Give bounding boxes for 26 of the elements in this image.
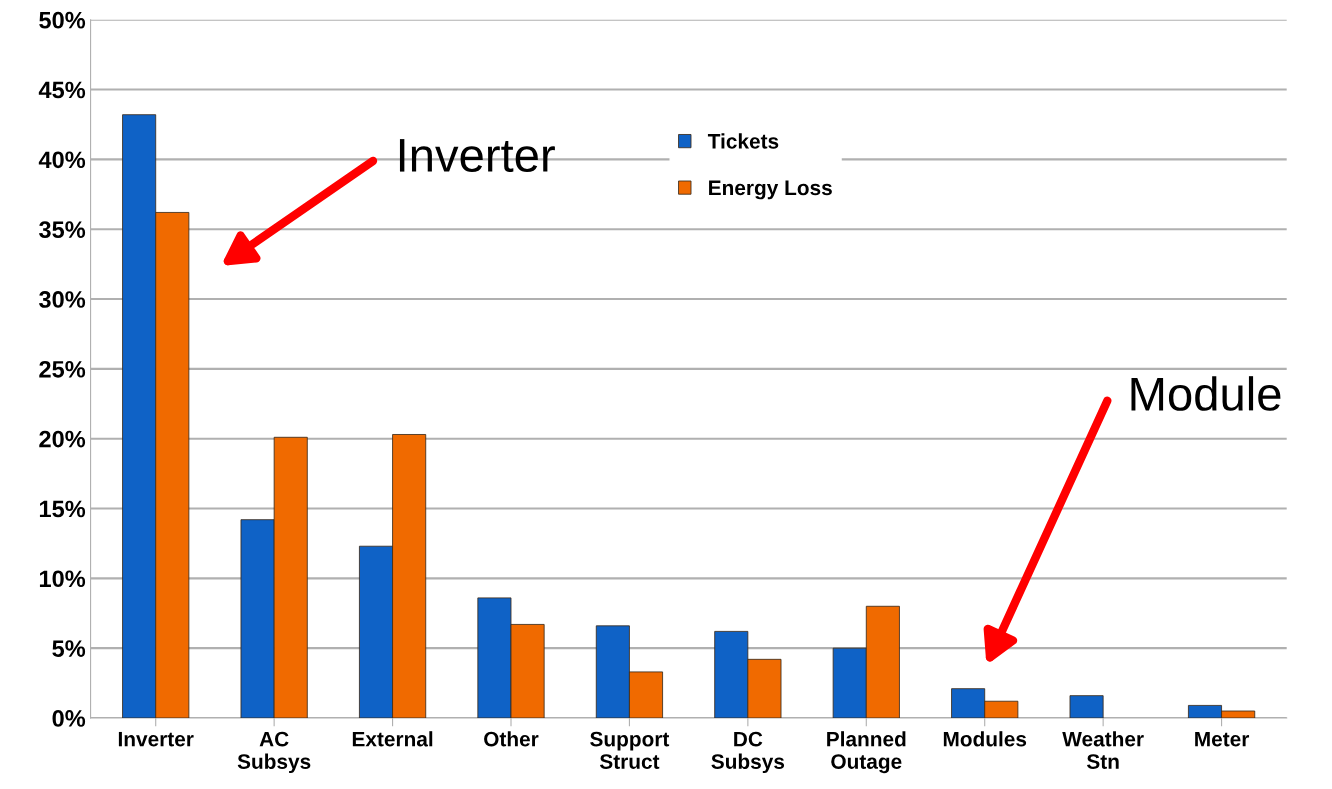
- y-tick-label: 20%: [39, 430, 86, 448]
- y-tick-label: 35%: [39, 221, 86, 239]
- x-tick-label: Support Struct: [590, 731, 670, 769]
- y-tick-label: 30%: [39, 291, 86, 308]
- legend-label: Energy Loss: [709, 180, 832, 200]
- annotation: Inverter: [399, 139, 555, 173]
- y-tick-label: 25%: [39, 360, 86, 378]
- x-tick-label: AC Subsys: [237, 731, 311, 774]
- y-tick-label: 15%: [39, 500, 86, 518]
- x-tick-label: Planned Outage: [827, 731, 906, 774]
- y-tick-label: 50%: [39, 11, 86, 29]
- x-tick-label: Modules: [943, 731, 1027, 747]
- legend-label: Tickets: [707, 133, 779, 149]
- x-tick-label: Meter: [1195, 731, 1250, 747]
- bar: [1069, 695, 1104, 718]
- y-tick-label: 5%: [52, 640, 86, 657]
- y-tick-label: 45%: [38, 81, 86, 99]
- x-tick-label: External: [352, 731, 433, 747]
- y-tick-label: 40%: [38, 151, 86, 169]
- y-tick-label: 10%: [39, 570, 86, 588]
- y-tick-label: 0%: [52, 710, 86, 727]
- annotation: Module: [1131, 376, 1281, 411]
- x-tick-label: Inverter: [118, 731, 194, 747]
- x-tick-label: DC Subsys: [711, 731, 785, 774]
- x-tick-label: Weather Stn: [1062, 731, 1144, 769]
- x-tick-label: Other: [484, 731, 539, 747]
